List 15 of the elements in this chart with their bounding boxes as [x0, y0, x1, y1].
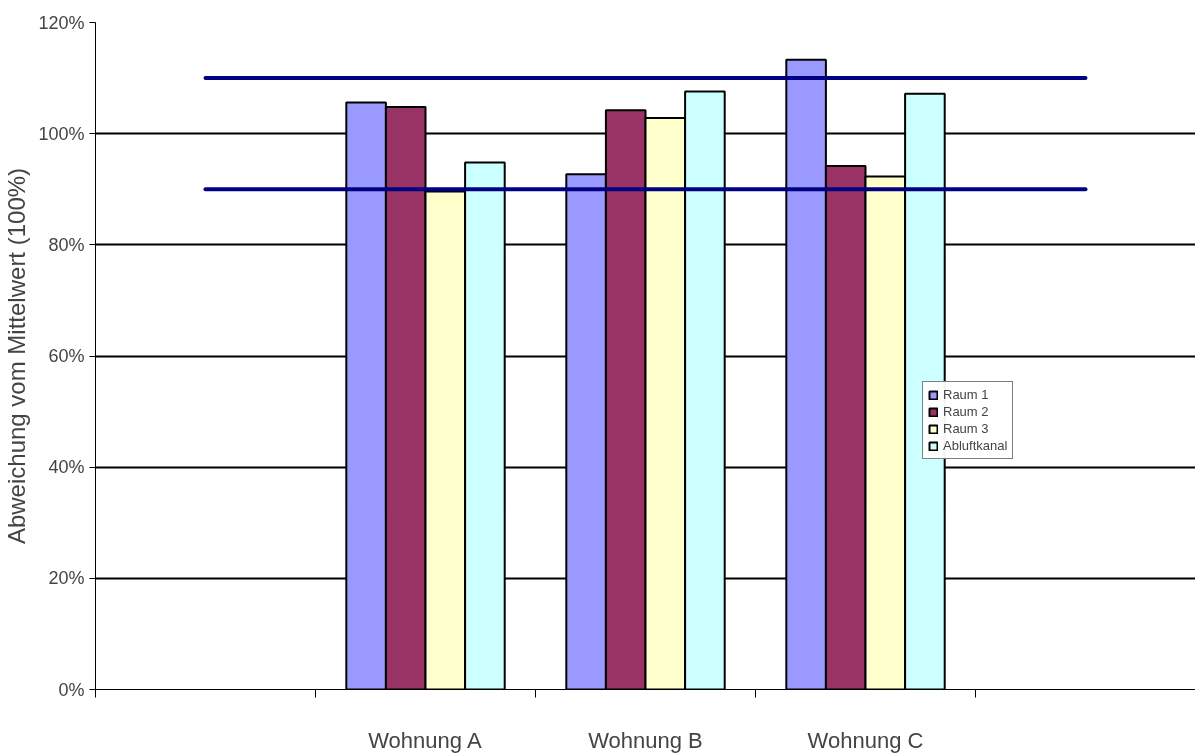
- legend-label: Raum 3: [943, 421, 989, 436]
- legend-label: Raum 1: [943, 387, 989, 402]
- x-tick-label: Wohnung C: [807, 727, 924, 753]
- y-tick-label: 20%: [48, 568, 85, 589]
- x-tick-label: Wohnung B: [588, 727, 703, 753]
- y-tick-label: 60%: [48, 346, 85, 366]
- y-tick-label: 0%: [58, 679, 85, 700]
- y-tick-label: 40%: [48, 457, 85, 478]
- x-tick-label: Wohnung A: [368, 727, 482, 753]
- legend-label: Abluftkanal: [943, 438, 1008, 453]
- y-tick-label: 80%: [48, 234, 85, 255]
- legend-label: Raum 2: [943, 404, 989, 419]
- y-tick-label: 100%: [38, 123, 85, 144]
- y-tick-label: 120%: [38, 12, 85, 33]
- y-axis-title: Abweichung vom Mittelwert (100%): [3, 167, 31, 545]
